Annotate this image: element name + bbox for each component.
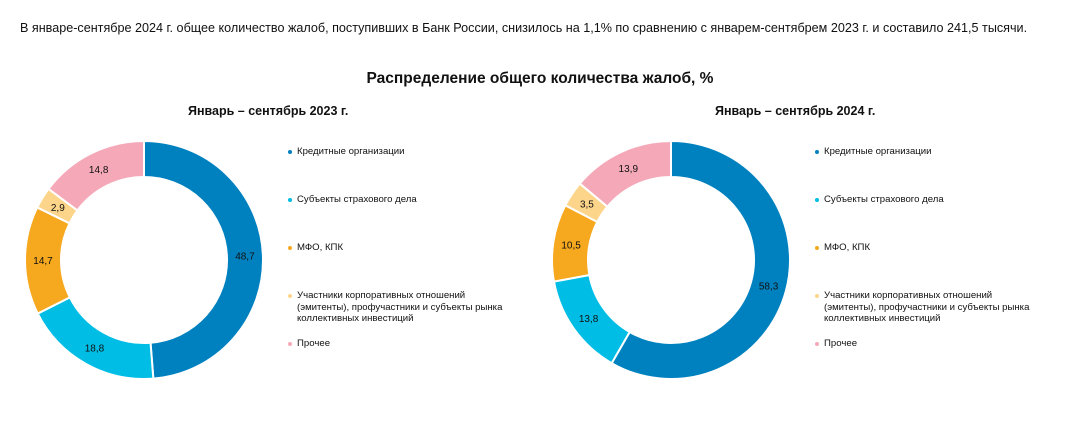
legend-item-mfo-kpk-2024: МФО, КПК: [815, 242, 870, 254]
legend-item-other-2023: Прочее: [288, 338, 330, 350]
legend-marker-other-2024: [815, 342, 819, 346]
main-chart-title: Распределение общего количества жалоб, %: [366, 70, 714, 87]
data-label-other-2023: 14,8: [89, 165, 109, 176]
legend-marker-credit-orgs-2024: [815, 150, 819, 154]
slice-credit-orgs-2024: [610, 139, 791, 380]
legend-item-credit-orgs-2024: Кредитные организации: [815, 146, 932, 158]
data-label-mfo-kpk-2023: 14,7: [33, 256, 53, 267]
data-label-insurance-2023: 18,8: [85, 344, 105, 355]
legend-label-other-2024: Прочее: [824, 338, 858, 349]
legend-item-corporate-2023: Участники корпоративных отношений (эмите…: [288, 290, 502, 325]
legend-label-insurance-2024: Субъекты страхового дела: [824, 194, 944, 205]
intro-paragraph: В январе-сентябре 2024 г. общее количест…: [20, 21, 1028, 35]
chart-2024-title: Январь – сентябрь 2024 г.: [715, 104, 876, 118]
legend-label-other-2023: Прочее: [297, 338, 331, 349]
legend-marker-corporate-2023: [288, 294, 292, 298]
legend-item-insurance-2023: Субъекты страхового дела: [288, 194, 417, 206]
legend-label-insurance-2023: Субъекты страхового дела: [297, 194, 417, 205]
legend-label-credit-orgs-2023: Кредитные организации: [297, 146, 405, 157]
chart-2023-title: Январь – сентябрь 2023 г.: [188, 104, 349, 118]
legend-label-mfo-kpk-2023: МФО, КПК: [297, 242, 344, 253]
data-label-insurance-2024: 13,8: [579, 314, 599, 325]
data-label-mfo-kpk-2024: 10,5: [561, 241, 581, 252]
legend-marker-credit-orgs-2023: [288, 150, 292, 154]
legend-item-mfo-kpk-2023: МФО, КПК: [288, 242, 343, 254]
legend-marker-mfo-kpk-2023: [288, 246, 292, 250]
legend-marker-corporate-2024: [815, 294, 819, 298]
legend-label-corporate-2023: Участники корпоративных отношений (эмите…: [297, 290, 503, 324]
data-label-other-2024: 13,9: [619, 164, 639, 175]
slice-other-2024: [578, 139, 672, 209]
data-label-credit-orgs-2023: 48,7: [235, 252, 255, 263]
data-label-credit-orgs-2024: 58,3: [759, 282, 779, 293]
legend-item-corporate-2024: Участники корпоративных отношений (эмите…: [815, 290, 1029, 325]
legend-marker-mfo-kpk-2024: [815, 246, 819, 250]
slice-other-2023: [47, 139, 145, 212]
donut-chart-2023: 48,7 18,8 14,7 2,9 14,8: [24, 139, 264, 380]
legend-marker-insurance-2023: [288, 198, 292, 202]
data-label-corporate-2023: 2,9: [51, 203, 65, 214]
legend-item-credit-orgs-2023: Кредитные организации: [288, 146, 405, 158]
slice-insurance-2023: [36, 296, 155, 380]
donut-chart-2024: 58,3 13,8 10,5 3,5 13,9: [551, 139, 791, 380]
legend-marker-other-2023: [288, 342, 292, 346]
legend-label-mfo-kpk-2024: МФО, КПК: [824, 242, 871, 253]
legend-marker-insurance-2024: [815, 198, 819, 202]
legend-item-other-2024: Прочее: [815, 338, 857, 350]
legend-label-credit-orgs-2024: Кредитные организации: [824, 146, 932, 157]
legend-item-insurance-2024: Субъекты страхового дела: [815, 194, 944, 206]
legend-label-corporate-2024: Участники корпоративных отношений (эмите…: [824, 290, 1030, 324]
slice-credit-orgs-2023: [143, 139, 264, 380]
data-label-corporate-2024: 3,5: [580, 200, 594, 211]
